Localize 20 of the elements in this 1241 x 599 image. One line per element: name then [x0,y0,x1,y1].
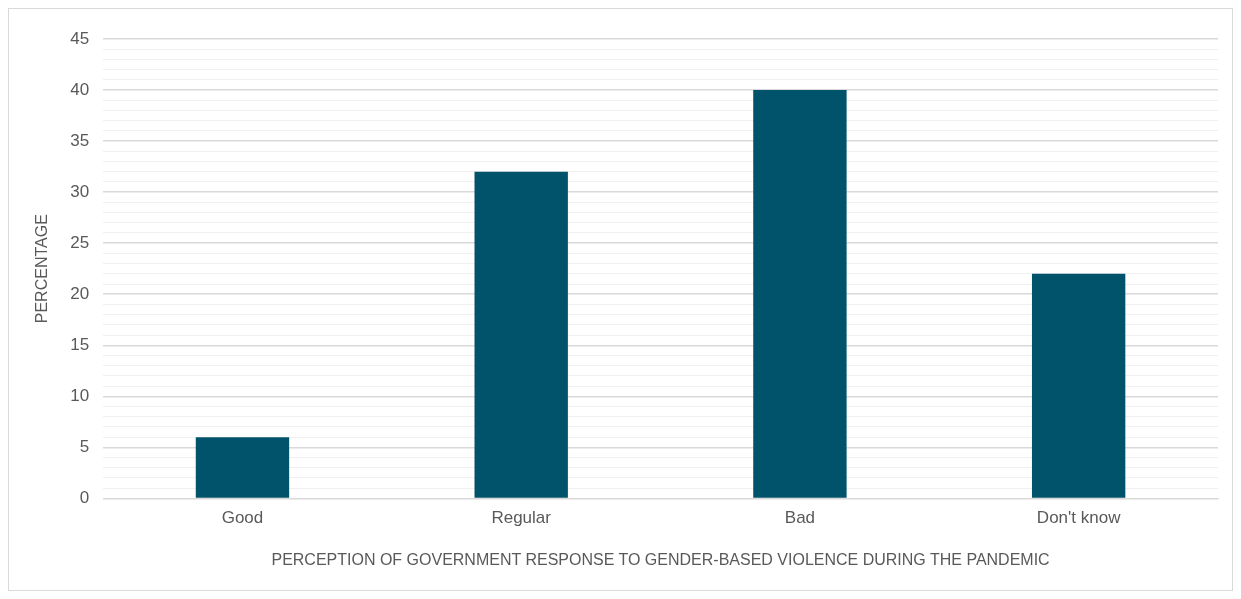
y-tick-label: 40 [70,79,90,99]
y-tick-label: 0 [79,488,90,508]
x-tick-label: Bad [784,508,816,528]
x-tick-label: Don't know [1036,508,1122,528]
bar [195,437,290,498]
x-tick-label: Regular [491,508,552,528]
y-tick-label: 15 [70,334,90,354]
y-tick-label: 30 [70,181,90,201]
bar [474,171,568,498]
x-axis-title: PERCEPTION OF GOVERNMENT RESPONSE TO GENDER-BASED VIOLENCE DURING THE PANDEMIC [271,550,1050,568]
bar [753,90,847,498]
y-tick-label: 20 [70,283,90,303]
bar [1031,273,1126,498]
y-tick-label: 10 [70,386,90,405]
y-tick-label: 45 [70,28,90,48]
y-tick-label: 25 [70,232,90,252]
x-tick-label: Good [221,508,264,528]
y-tick-label: 5 [79,437,90,457]
y-axis-title: PERCENTAGE [33,214,51,324]
y-tick-label: 35 [70,130,90,150]
